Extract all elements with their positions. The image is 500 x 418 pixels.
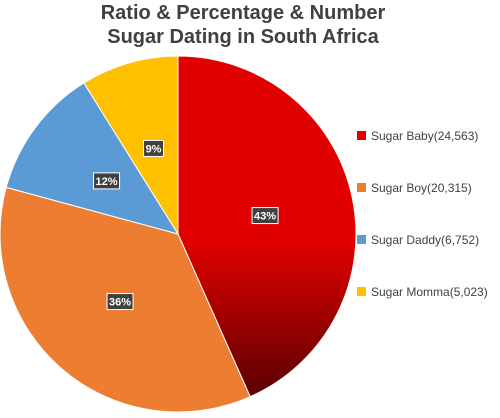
legend-label: Sugar Baby(24,563): [371, 129, 479, 143]
data-label-sugar-daddy: 12%: [93, 172, 121, 190]
data-label-text: 43%: [254, 211, 276, 223]
data-label-text: 36%: [109, 297, 131, 309]
data-label-box: [251, 207, 279, 225]
pie-slice-sugar-momma: [83, 55, 179, 236]
legend-item-sugar-daddy: Sugar Daddy(6,752): [357, 233, 479, 247]
data-label-box: [93, 172, 121, 190]
pie-slice-sugar-baby: [177, 55, 357, 398]
chart-title-line-2: Sugar Dating in South Africa: [107, 26, 379, 48]
legend-swatch: [357, 131, 366, 140]
pie-slices: [0, 55, 357, 413]
pie-data-labels: 43% 36% 12% 9%: [93, 139, 279, 311]
data-label-sugar-baby: 43%: [251, 207, 279, 225]
data-label-sugar-boy: 36%: [106, 293, 134, 311]
data-label-sugar-momma: 9%: [143, 139, 165, 157]
legend-item-sugar-baby: Sugar Baby(24,563): [357, 129, 478, 143]
legend-swatch: [357, 235, 366, 244]
pie-slice-sugar-daddy: [5, 82, 180, 235]
legend-label: Sugar Daddy(6,752): [371, 233, 480, 247]
data-label-box: [143, 139, 165, 157]
legend-item-sugar-boy: Sugar Boy(20,315): [357, 181, 472, 195]
legend-swatch: [357, 287, 366, 296]
legend-label: Sugar Boy(20,315): [371, 181, 472, 195]
data-label-text: 12%: [96, 176, 118, 188]
legend-swatch: [357, 183, 366, 192]
legend-label: Sugar Momma(5,023): [371, 285, 488, 299]
legend-item-sugar-momma: Sugar Momma(5,023): [357, 285, 488, 299]
data-label-box: [106, 293, 134, 311]
chart-title-line-1: Ratio & Percentage & Number: [100, 2, 386, 24]
data-label-text: 9%: [146, 143, 162, 155]
